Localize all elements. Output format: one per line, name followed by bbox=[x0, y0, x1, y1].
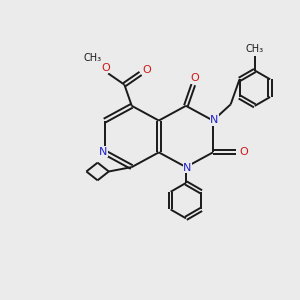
Text: O: O bbox=[143, 65, 152, 76]
Text: N: N bbox=[183, 163, 192, 173]
Text: O: O bbox=[101, 63, 110, 73]
Text: N: N bbox=[99, 147, 107, 157]
Text: O: O bbox=[190, 73, 199, 83]
Text: CH₃: CH₃ bbox=[84, 53, 102, 63]
Text: CH₃: CH₃ bbox=[246, 44, 264, 54]
Text: N: N bbox=[210, 115, 219, 125]
Text: O: O bbox=[239, 147, 248, 157]
